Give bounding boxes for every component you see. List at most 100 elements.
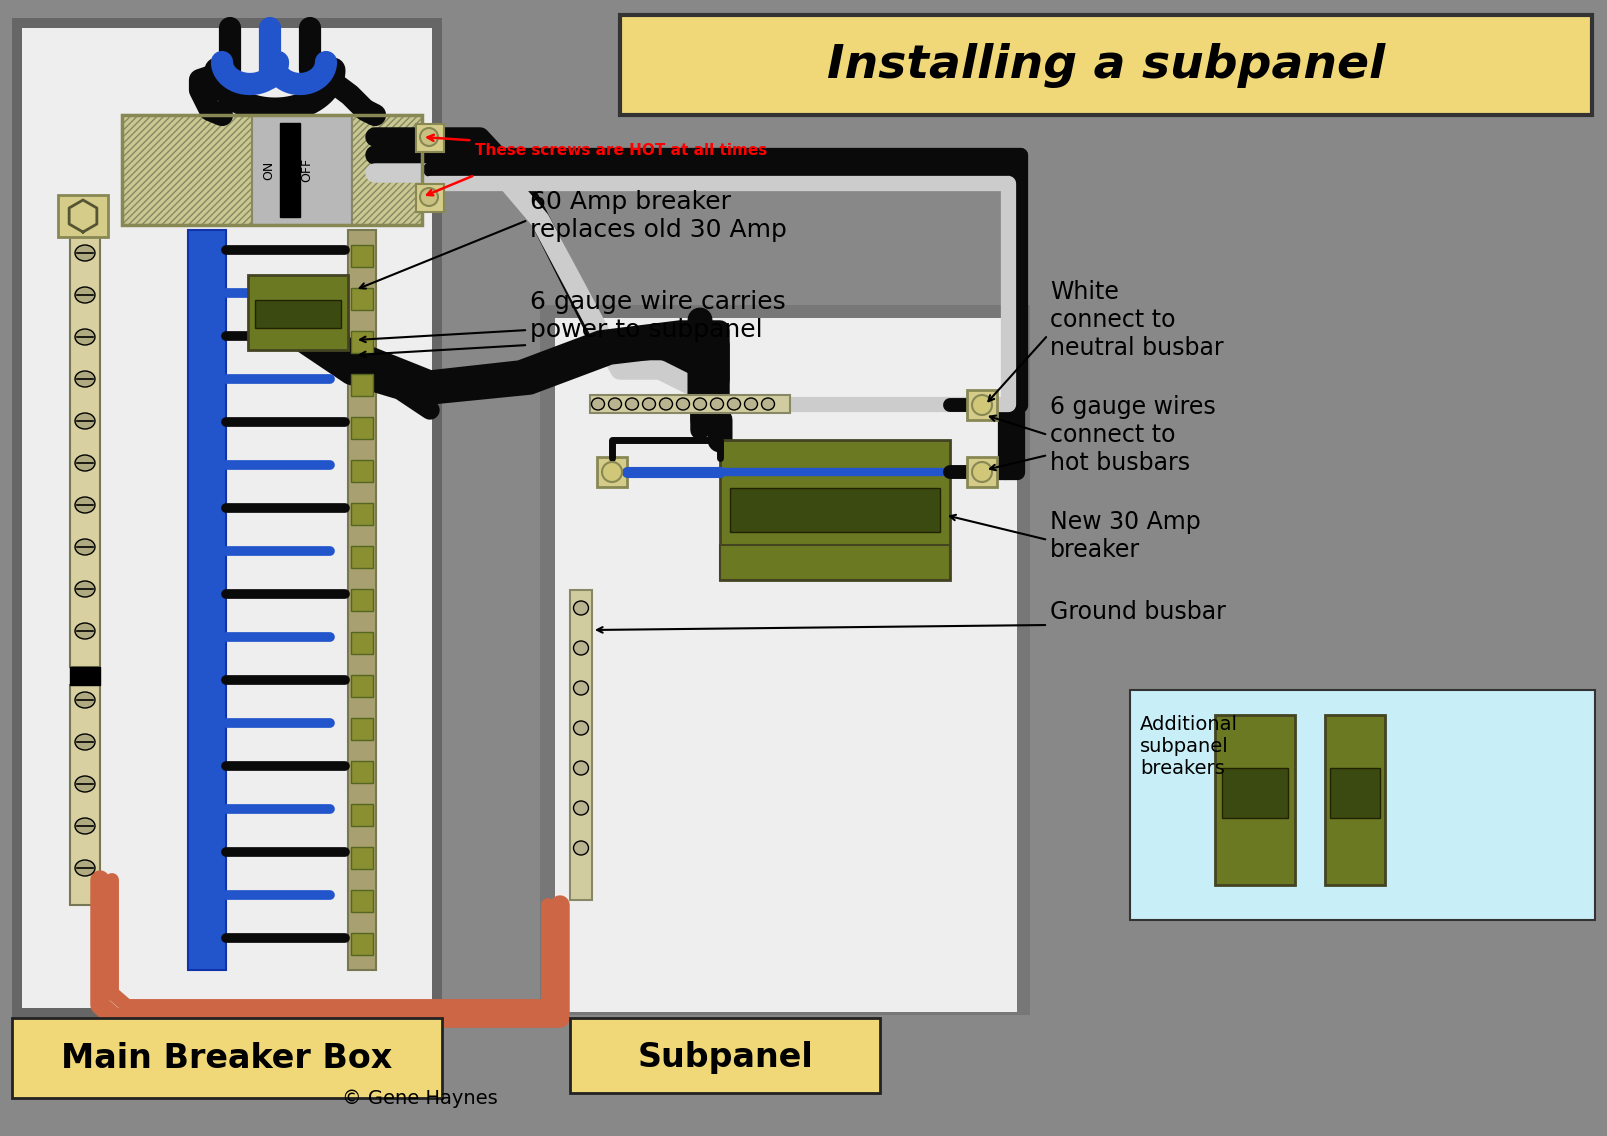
Circle shape <box>419 128 439 147</box>
Ellipse shape <box>728 398 741 410</box>
Ellipse shape <box>574 841 588 855</box>
Bar <box>416 124 444 152</box>
Ellipse shape <box>76 414 95 429</box>
Bar <box>252 115 352 225</box>
Bar <box>1326 715 1385 885</box>
Bar <box>350 847 373 869</box>
Text: OFF: OFF <box>301 158 313 182</box>
Bar <box>590 395 791 414</box>
Bar <box>730 488 940 532</box>
Bar <box>247 275 349 350</box>
Ellipse shape <box>76 776 95 792</box>
Ellipse shape <box>76 580 95 598</box>
Bar <box>350 245 373 267</box>
Ellipse shape <box>574 601 588 615</box>
Bar <box>350 761 373 783</box>
Text: Subpanel: Subpanel <box>636 1042 813 1075</box>
Bar <box>122 115 423 225</box>
Ellipse shape <box>76 287 95 303</box>
Text: © Gene Haynes: © Gene Haynes <box>342 1088 498 1108</box>
Ellipse shape <box>76 498 95 513</box>
Bar <box>1221 768 1287 818</box>
Ellipse shape <box>574 801 588 815</box>
Bar <box>350 289 373 310</box>
Bar <box>350 546 373 568</box>
Circle shape <box>972 395 992 415</box>
Ellipse shape <box>643 398 656 410</box>
Bar <box>350 460 373 482</box>
Ellipse shape <box>574 680 588 695</box>
Ellipse shape <box>694 398 707 410</box>
Ellipse shape <box>76 818 95 834</box>
Ellipse shape <box>76 456 95 471</box>
Text: Ground busbar: Ground busbar <box>1049 600 1226 624</box>
Bar <box>71 667 100 685</box>
Bar <box>22 28 432 1008</box>
Bar <box>570 1018 881 1093</box>
Bar <box>350 632 373 654</box>
Text: 6 gauge wires
connect to
hot busbars: 6 gauge wires connect to hot busbars <box>1049 395 1216 475</box>
Bar <box>256 300 341 328</box>
Ellipse shape <box>710 398 723 410</box>
Bar <box>11 18 442 1018</box>
Bar <box>967 457 996 487</box>
Bar <box>188 229 227 970</box>
Bar <box>350 933 373 955</box>
Text: These screws are HOT at all times: These screws are HOT at all times <box>427 135 767 158</box>
Bar <box>350 675 373 698</box>
Bar <box>620 15 1593 115</box>
Bar <box>352 115 423 225</box>
Ellipse shape <box>609 398 622 410</box>
Bar <box>350 417 373 438</box>
Ellipse shape <box>677 398 689 410</box>
Bar <box>350 374 373 396</box>
Ellipse shape <box>76 245 95 261</box>
Ellipse shape <box>76 329 95 345</box>
Bar <box>350 804 373 826</box>
Bar <box>349 229 376 970</box>
Ellipse shape <box>591 398 604 410</box>
Circle shape <box>419 187 439 206</box>
Ellipse shape <box>574 721 588 735</box>
Text: ON: ON <box>262 160 275 179</box>
Ellipse shape <box>76 860 95 876</box>
Ellipse shape <box>625 398 638 410</box>
Ellipse shape <box>744 398 757 410</box>
Ellipse shape <box>76 371 95 387</box>
Bar <box>350 889 373 912</box>
Bar <box>1215 715 1295 885</box>
Bar <box>596 457 627 487</box>
Bar <box>122 115 252 225</box>
Bar <box>720 545 950 580</box>
Circle shape <box>972 462 992 482</box>
Circle shape <box>603 462 622 482</box>
Bar <box>58 195 108 237</box>
Text: New 30 Amp
breaker: New 30 Amp breaker <box>1049 510 1200 562</box>
Ellipse shape <box>76 623 95 638</box>
Bar <box>350 718 373 740</box>
Bar <box>570 590 591 900</box>
Bar <box>350 331 373 353</box>
Ellipse shape <box>659 398 672 410</box>
Ellipse shape <box>574 761 588 775</box>
Bar <box>1331 768 1380 818</box>
Bar <box>280 123 301 217</box>
Bar <box>720 440 950 580</box>
Text: 6 gauge wire carries
power to subpanel: 6 gauge wire carries power to subpanel <box>530 290 786 342</box>
Text: Installing a subpanel: Installing a subpanel <box>828 43 1385 89</box>
Bar <box>540 304 1030 1014</box>
Ellipse shape <box>76 692 95 708</box>
Bar <box>11 1018 442 1099</box>
Bar <box>1130 690 1596 920</box>
Bar <box>416 184 444 212</box>
Bar <box>350 503 373 525</box>
Text: Additional
subpanel
breakers: Additional subpanel breakers <box>1139 715 1237 778</box>
Ellipse shape <box>76 538 95 556</box>
Text: White
connect to
neutral busbar: White connect to neutral busbar <box>1049 279 1223 360</box>
Bar <box>350 588 373 611</box>
Text: Main Breaker Box: Main Breaker Box <box>61 1042 392 1075</box>
Text: 60 Amp breaker
replaces old 30 Amp: 60 Amp breaker replaces old 30 Amp <box>530 190 787 242</box>
Bar <box>71 685 100 905</box>
Bar <box>554 318 1017 1012</box>
Ellipse shape <box>762 398 775 410</box>
